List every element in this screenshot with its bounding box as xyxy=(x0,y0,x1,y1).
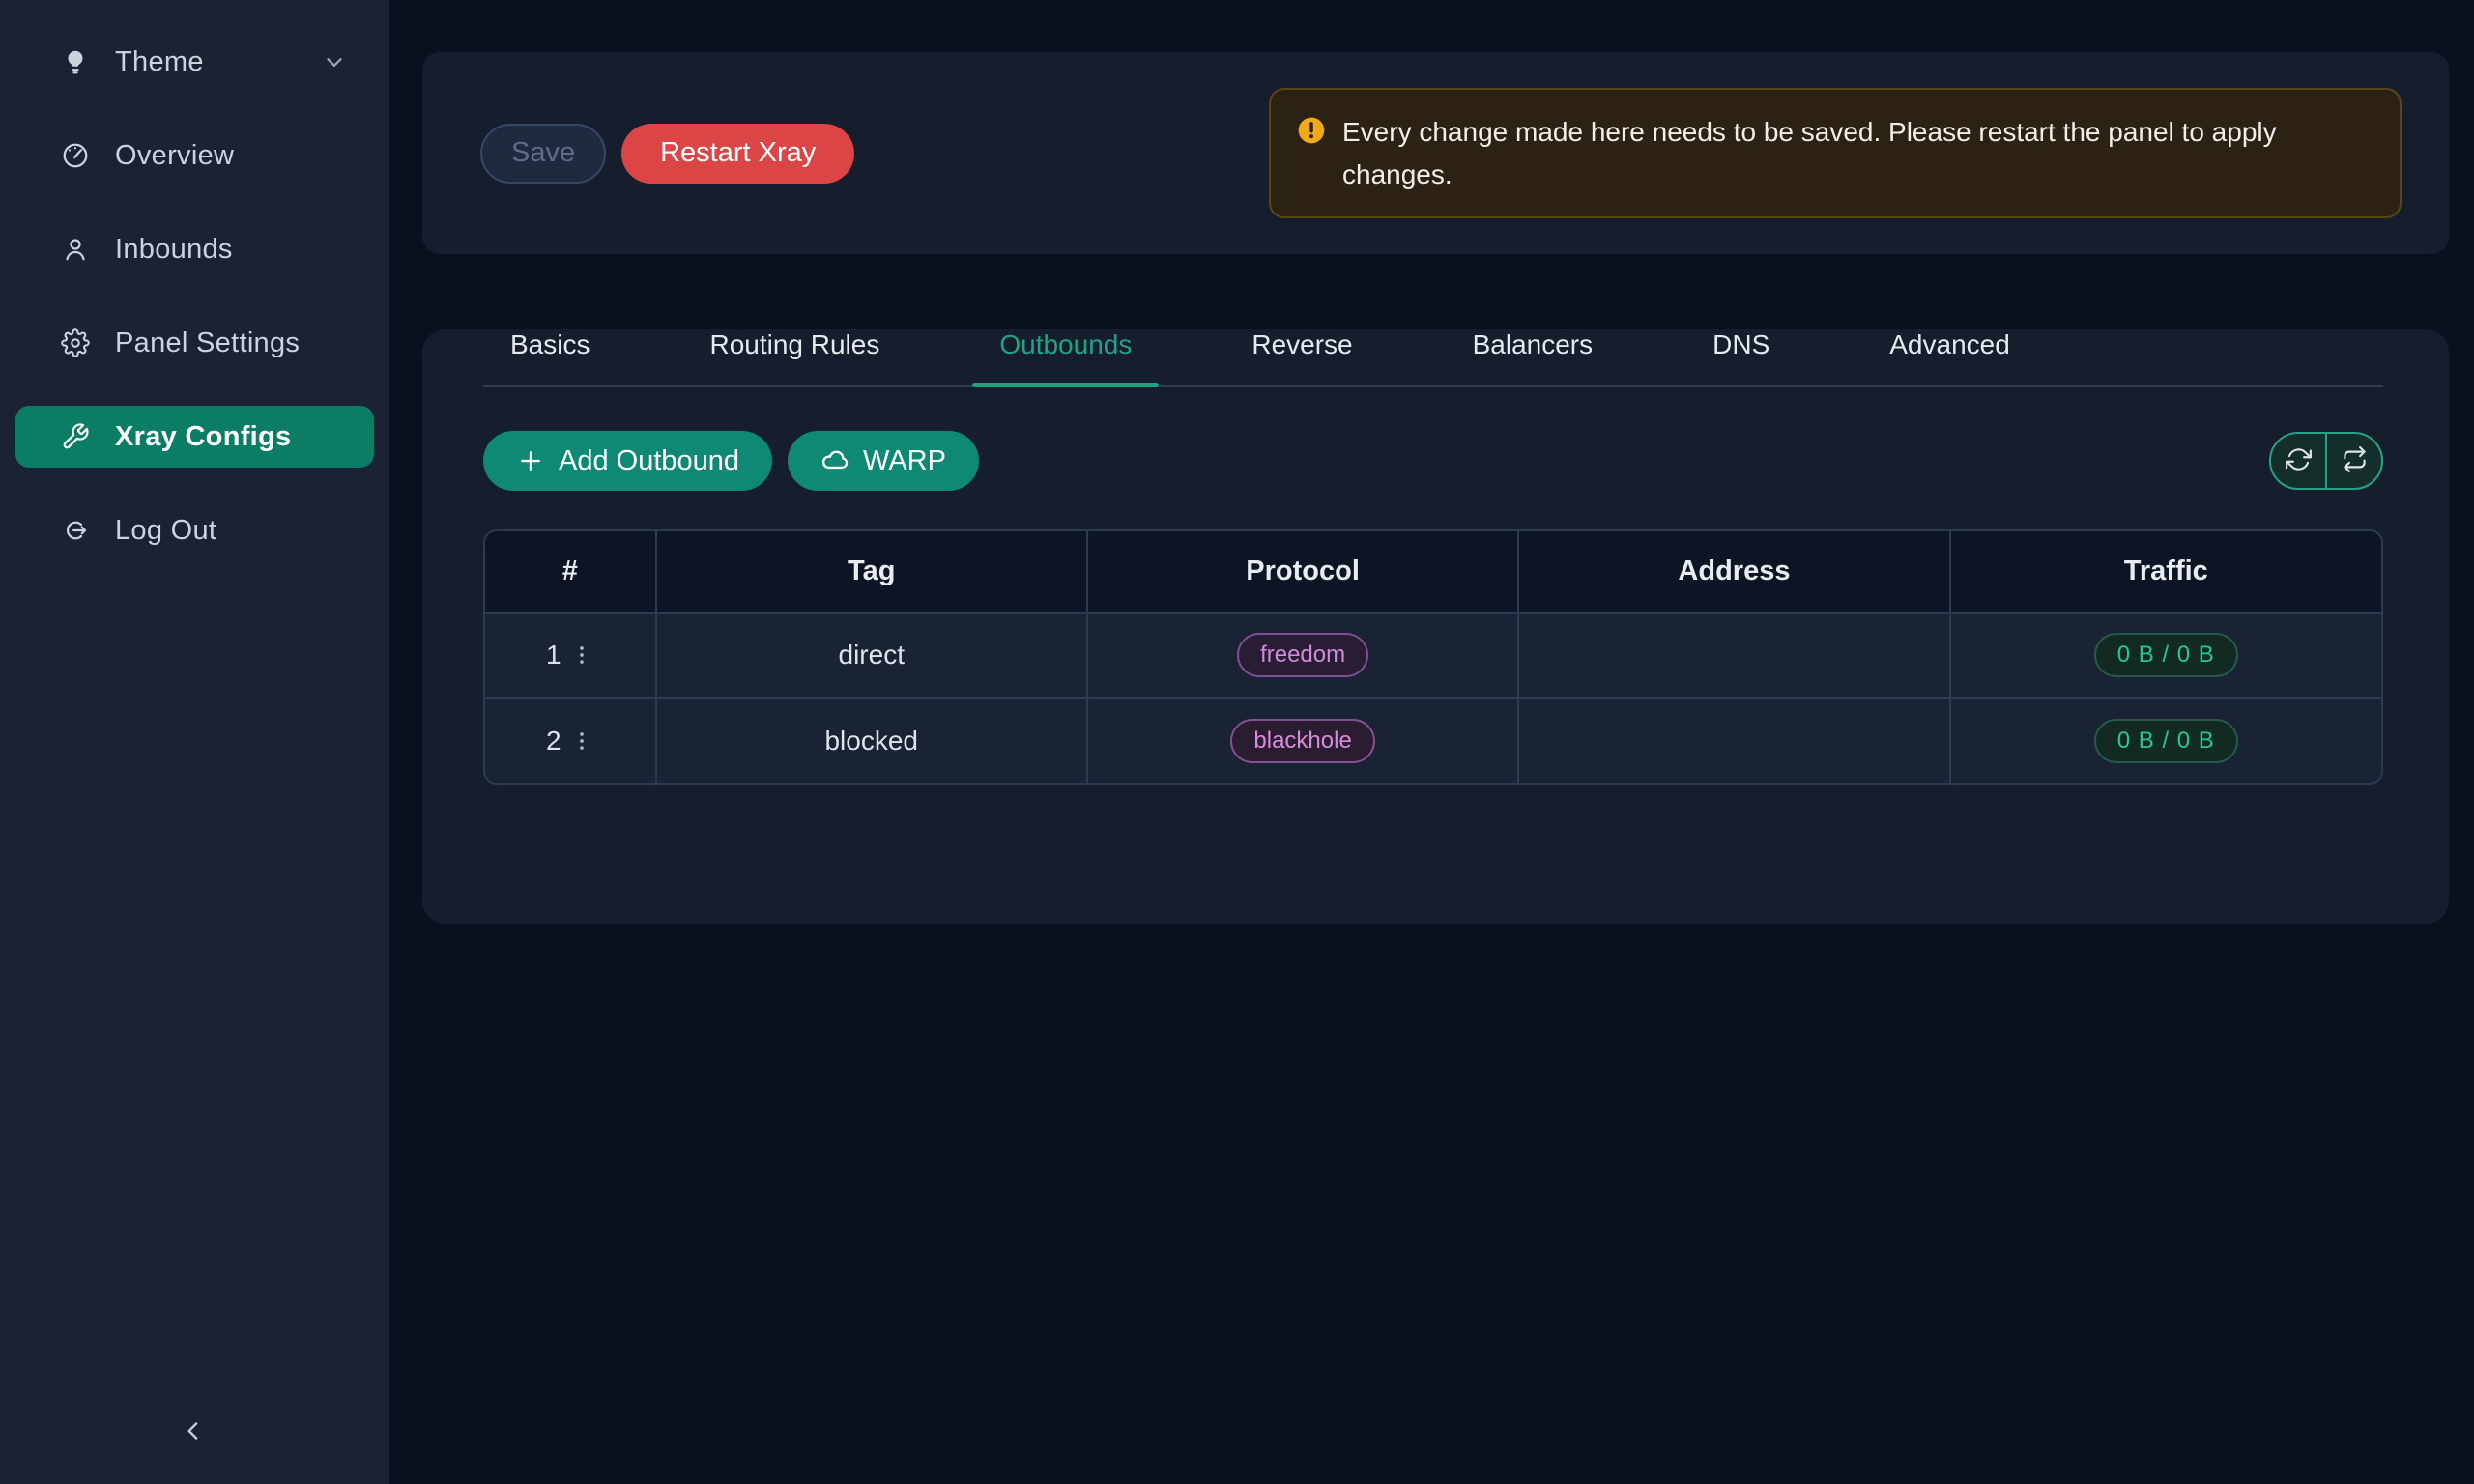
refresh-button[interactable] xyxy=(2271,434,2325,488)
protocol-badge: freedom xyxy=(1237,633,1369,677)
gear-icon xyxy=(61,328,90,357)
wrench-icon xyxy=(61,422,90,451)
warning-alert: Every change made here needs to be saved… xyxy=(1269,88,2402,218)
main-content: Save Restart Xray Every change made here… xyxy=(389,0,2474,1484)
tab-outbounds[interactable]: Outbounds xyxy=(972,329,1160,387)
save-button[interactable]: Save xyxy=(480,123,607,184)
sidebar-item-inbounds[interactable]: Inbounds xyxy=(15,218,374,280)
sidebar-item-label: Overview xyxy=(115,139,235,171)
add-outbound-button[interactable]: Add Outbound xyxy=(483,431,773,491)
table-row: 2 blocked blackhole 0 B / 0 B xyxy=(485,697,2381,783)
column-header-protocol: Protocol xyxy=(1085,531,1519,613)
traffic-badge: 0 B / 0 B xyxy=(2093,718,2238,763)
tab-basics[interactable]: Basics xyxy=(510,329,590,359)
warning-circle-icon xyxy=(1296,115,1327,146)
sidebar-item-label: Log Out xyxy=(115,514,217,546)
user-icon xyxy=(61,235,90,264)
plus-icon xyxy=(516,446,545,475)
warp-label: WARP xyxy=(863,444,946,476)
column-header-index: # xyxy=(485,531,656,613)
tab-routing-rules[interactable]: Routing Rules xyxy=(709,329,880,359)
sidebar-item-label: Panel Settings xyxy=(115,327,301,358)
repeat-icon xyxy=(2342,446,2368,475)
logout-icon xyxy=(61,516,90,545)
sidebar-item-xray-configs[interactable]: Xray Configs xyxy=(15,406,374,468)
outbounds-table: # Tag Protocol Address Traffic 1 xyxy=(483,529,2383,785)
column-header-traffic: Traffic xyxy=(1948,531,2381,613)
sidebar-item-panel-settings[interactable]: Panel Settings xyxy=(15,312,374,374)
row-index: 1 xyxy=(546,640,561,670)
tab-advanced[interactable]: Advanced xyxy=(1889,329,2010,359)
sidebar-item-overview[interactable]: Overview xyxy=(15,125,374,186)
tab-dns[interactable]: DNS xyxy=(1712,329,1770,359)
sidebar-item-log-out[interactable]: Log Out xyxy=(15,499,374,561)
tag-cell: blocked xyxy=(654,697,1087,783)
column-header-address: Address xyxy=(1517,531,1950,613)
traffic-badge: 0 B / 0 B xyxy=(2093,633,2238,677)
address-cell xyxy=(1517,612,1950,698)
lightbulb-icon xyxy=(61,47,90,76)
toolbar-card: Save Restart Xray Every change made here… xyxy=(422,52,2449,254)
table-row: 1 direct freedom 0 B / 0 B xyxy=(485,612,2381,698)
chevron-left-icon xyxy=(179,1416,208,1448)
column-header-tag: Tag xyxy=(654,531,1087,613)
sidebar: Theme Overview Inbounds xyxy=(0,0,389,1484)
address-cell xyxy=(1517,697,1950,783)
cloud-icon xyxy=(820,446,849,475)
refresh-icon xyxy=(2285,446,2312,475)
actions-row: Add Outbound WARP xyxy=(483,431,2383,491)
sidebar-item-label: Inbounds xyxy=(115,233,233,265)
kebab-menu-icon[interactable] xyxy=(569,642,594,668)
warp-button[interactable]: WARP xyxy=(788,431,979,491)
restart-xray-button[interactable]: Restart Xray xyxy=(621,123,855,184)
add-outbound-label: Add Outbound xyxy=(559,444,740,476)
sidebar-item-theme[interactable]: Theme xyxy=(15,31,374,93)
sidebar-item-label: Theme xyxy=(115,45,204,77)
sidebar-nav: Theme Overview Inbounds xyxy=(0,31,389,561)
kebab-menu-icon[interactable] xyxy=(569,728,594,754)
reset-traffic-button[interactable] xyxy=(2327,434,2381,488)
tag-cell: direct xyxy=(654,612,1087,698)
sidebar-collapse-button[interactable] xyxy=(166,1405,220,1459)
table-header-row: # Tag Protocol Address Traffic xyxy=(485,531,2381,613)
alert-message: Every change made here needs to be saved… xyxy=(1342,117,2277,189)
tab-balancers[interactable]: Balancers xyxy=(1472,329,1594,359)
gauge-icon xyxy=(61,141,90,170)
sidebar-item-label: Xray Configs xyxy=(115,420,292,452)
row-index: 2 xyxy=(546,725,561,756)
tab-bar: Basics Routing Rules Outbounds Reverse B… xyxy=(483,329,2383,387)
divider xyxy=(2325,434,2327,488)
protocol-badge: blackhole xyxy=(1230,718,1375,763)
tab-reverse[interactable]: Reverse xyxy=(1251,329,1353,359)
xray-configs-card: Basics Routing Rules Outbounds Reverse B… xyxy=(422,329,2449,924)
chevron-down-icon xyxy=(322,49,347,74)
table-tools xyxy=(2269,432,2383,490)
